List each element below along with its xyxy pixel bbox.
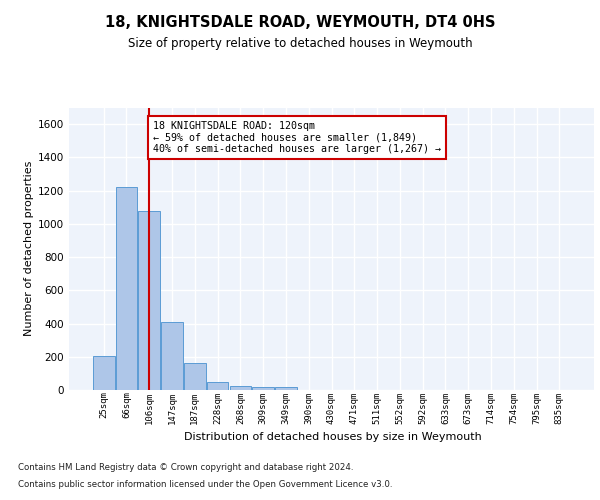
Text: Contains HM Land Registry data © Crown copyright and database right 2024.: Contains HM Land Registry data © Crown c…	[18, 464, 353, 472]
Bar	[253, 386, 274, 390]
Text: Contains public sector information licensed under the Open Government Licence v3: Contains public sector information licen…	[18, 480, 392, 489]
Bar	[116, 188, 137, 390]
Bar	[139, 212, 160, 390]
Text: Size of property relative to detached houses in Weymouth: Size of property relative to detached ho…	[128, 38, 472, 51]
Bar	[275, 387, 297, 390]
Bar	[207, 382, 229, 390]
Y-axis label: Number of detached properties: Number of detached properties	[24, 161, 34, 336]
Bar	[93, 356, 115, 390]
Text: Distribution of detached houses by size in Weymouth: Distribution of detached houses by size …	[184, 432, 482, 442]
Text: 18 KNIGHTSDALE ROAD: 120sqm
← 59% of detached houses are smaller (1,849)
40% of : 18 KNIGHTSDALE ROAD: 120sqm ← 59% of det…	[152, 121, 440, 154]
Bar	[161, 322, 183, 390]
Bar	[184, 364, 206, 390]
Bar	[230, 386, 251, 390]
Text: 18, KNIGHTSDALE ROAD, WEYMOUTH, DT4 0HS: 18, KNIGHTSDALE ROAD, WEYMOUTH, DT4 0HS	[105, 15, 495, 30]
